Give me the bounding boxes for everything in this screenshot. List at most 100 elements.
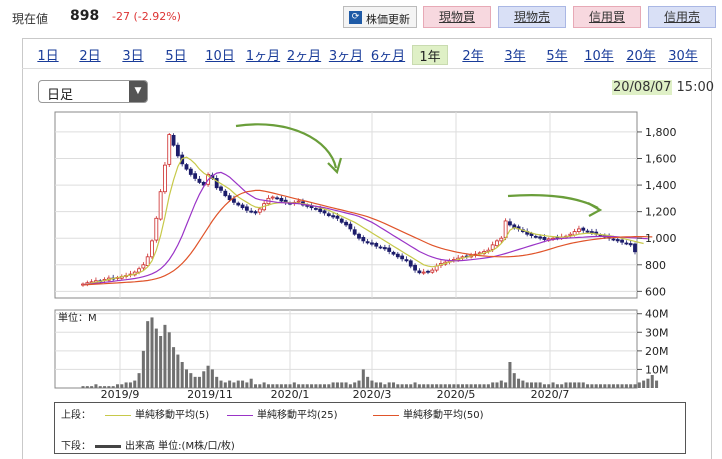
candle-body <box>495 240 499 247</box>
volume-bar <box>159 336 163 388</box>
tab-2m[interactable]: 2ヶ月 <box>286 49 322 64</box>
x-tick-label: 2020/1 <box>271 388 310 400</box>
tab-10d[interactable]: 10日 <box>205 49 235 64</box>
volume-bar <box>469 384 473 388</box>
volume-bar <box>499 380 503 388</box>
tab-3d[interactable]: 3日 <box>122 49 144 64</box>
tab-1m[interactable]: 1ヶ月 <box>245 49 281 64</box>
candle-body <box>585 230 590 233</box>
candle-body <box>236 202 241 206</box>
price-tick-label: 800 <box>645 259 666 272</box>
x-tick-label: 2020/5 <box>437 388 476 400</box>
x-tick-label: 2020/3 <box>353 388 392 400</box>
candle-body <box>365 241 370 244</box>
volume-bar <box>404 384 408 388</box>
volume-bar <box>128 382 132 388</box>
legend-ma50: 単純移動平均(50) <box>373 406 484 421</box>
tab-3m[interactable]: 3ヶ月 <box>328 49 364 64</box>
candle-body <box>270 196 275 199</box>
candle-body <box>400 255 405 260</box>
volume-bar <box>370 380 374 388</box>
volume-bar <box>590 384 594 388</box>
legend-ma25-label: 単純移動平均(25) <box>257 410 338 421</box>
volume-bar <box>85 386 89 388</box>
volume-bar <box>594 384 598 388</box>
candle-body <box>335 215 340 219</box>
candle-body <box>145 256 150 266</box>
legend-volume-label: 出来高 単位:(M株/口/枚) <box>125 441 235 452</box>
candle-body <box>387 247 392 252</box>
x-tick-label: 2019/9 <box>101 388 140 400</box>
price-grid <box>54 111 638 299</box>
refresh-price-button[interactable]: ⟳ 株価更新 <box>343 6 417 28</box>
volume-bar <box>560 384 564 388</box>
margin-sell-button[interactable]: 信用売 <box>648 6 716 28</box>
tab-1y[interactable]: 1年 <box>412 45 448 65</box>
volume-bar <box>176 354 180 388</box>
price-tick-label: 1,000 <box>645 232 677 245</box>
tab-2d[interactable]: 2日 <box>79 49 101 64</box>
volume-bar <box>180 362 184 388</box>
volume-bar <box>525 382 529 388</box>
ma5-swatch <box>105 414 131 416</box>
cash-buy-button[interactable]: 現物買 <box>423 6 491 28</box>
candle-body <box>348 223 353 230</box>
volume-bar <box>253 384 258 388</box>
candle-body <box>184 164 189 170</box>
candle-body <box>322 210 327 214</box>
chart-date: 20/08/07 <box>612 80 673 95</box>
candle-body <box>370 242 374 245</box>
volume-bar <box>284 384 288 388</box>
tab-5y[interactable]: 5年 <box>546 49 568 64</box>
candle-body <box>339 218 344 223</box>
price-tick-label: 1,400 <box>645 179 677 192</box>
volume-bar <box>103 386 107 388</box>
price-label: 現在値 <box>12 12 49 26</box>
margin-buy-button[interactable]: 信用買 <box>573 6 641 28</box>
volume-bar <box>357 380 361 388</box>
volume-bar <box>512 373 516 388</box>
candle-body <box>244 206 249 211</box>
volume-bar <box>98 386 102 388</box>
tab-5d[interactable]: 5日 <box>165 49 187 64</box>
candle-body <box>249 210 254 213</box>
candle-body <box>508 221 512 226</box>
volume-bar <box>439 384 443 388</box>
tab-3y[interactable]: 3年 <box>504 49 526 64</box>
price-tick-label: 1,600 <box>645 153 677 166</box>
refresh-price-label: 株価更新 <box>366 13 410 26</box>
cash-sell-button[interactable]: 現物売 <box>498 6 566 28</box>
volume-bar <box>219 380 223 388</box>
volume-bar <box>154 328 158 388</box>
chevron-down-icon: ▼ <box>129 81 147 102</box>
volume-bar <box>517 378 521 388</box>
candle-body <box>171 134 176 146</box>
trend-annotations <box>235 123 603 217</box>
price-tick-label: 600 <box>645 285 666 298</box>
candle-body <box>223 190 228 197</box>
candle-body <box>227 195 232 201</box>
volume-bar <box>184 369 189 388</box>
price-change: -27 (-2.92%) <box>112 10 181 23</box>
tab-10y[interactable]: 10年 <box>584 49 614 64</box>
stock-chart: 2019/9 2019/11 2020/1 2020/3 2020/5 2020/7 600… <box>54 111 677 400</box>
period-select[interactable]: 日足 ▼ <box>38 80 148 103</box>
trend-arrow-down-head <box>327 157 343 175</box>
x-tick-label: 2020/7 <box>531 388 570 400</box>
volume-bar <box>141 350 145 388</box>
candle-body <box>175 144 180 157</box>
volume-bar <box>94 384 98 388</box>
volume-bar <box>232 382 236 388</box>
trend-arrow-down <box>235 123 338 169</box>
tab-2y[interactable]: 2年 <box>462 49 484 64</box>
volume-bar <box>279 384 283 388</box>
candle-body <box>318 208 323 213</box>
tab-30y[interactable]: 30年 <box>668 49 698 64</box>
tab-6m[interactable]: 6ヶ月 <box>370 49 406 64</box>
tab-20y[interactable]: 20年 <box>626 49 656 64</box>
tab-1d[interactable]: 1日 <box>37 49 59 64</box>
volume-bar <box>340 382 344 388</box>
price-bar: 現在値 898 -27 (-2.92%) ⟳ 株価更新 現物買 現物売 信用買 … <box>0 0 722 34</box>
chart-axes: 2019/9 2019/11 2020/1 2020/3 2020/5 2020/7 600… <box>58 126 677 400</box>
volume-bar <box>426 384 430 388</box>
